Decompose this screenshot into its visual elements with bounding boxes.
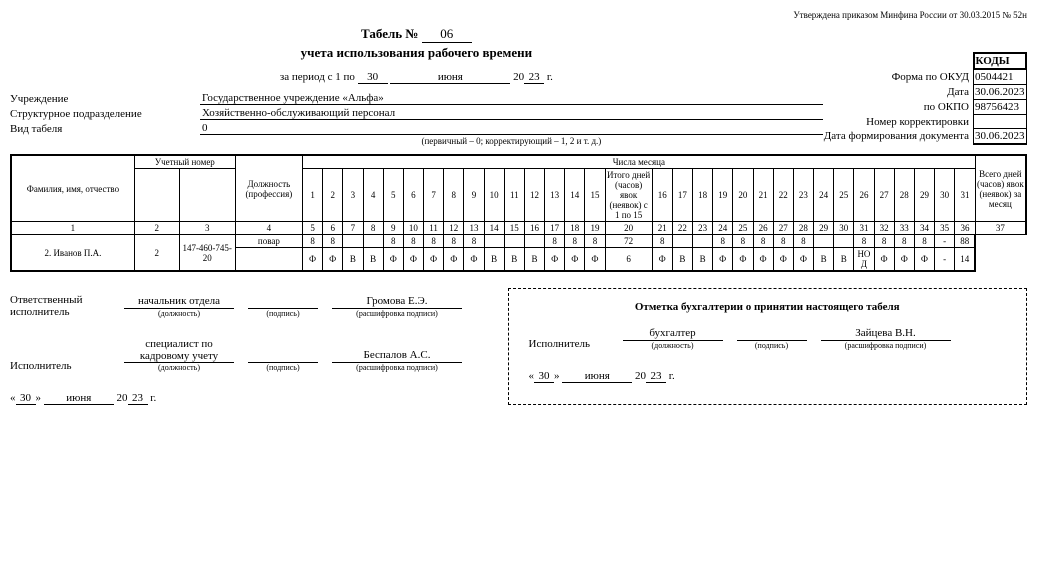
type-value: 0 — [200, 122, 823, 135]
title-label: Табель № — [361, 26, 418, 41]
accounting-mark-box: Отметка бухгалтерии о принятии настоящег… — [508, 288, 1028, 405]
okpo-code: 98756423 — [974, 100, 1027, 115]
codes-header: КОДЫ — [974, 53, 1027, 69]
dept-value: Хозяйственно-обслуживающий персонал — [200, 107, 823, 120]
approval-text: Утверждена приказом Минфина России от 30… — [10, 10, 1027, 20]
okud-code: 0504421 — [974, 69, 1027, 85]
title-number: 06 — [422, 26, 472, 43]
inst-value: Государственное учреждение «Альфа» — [200, 92, 823, 105]
employee-row-hours: 2. Иванов П.А.2147-460-745-20повар88 888… — [11, 235, 1026, 248]
subtitle: учета использования рабочего времени — [10, 45, 823, 61]
docdate-code: 30.06.2023 — [974, 129, 1027, 145]
title: Табель № 06 — [10, 26, 823, 43]
corr-code — [974, 115, 1027, 129]
resp-label: Ответственный исполнитель — [10, 294, 110, 318]
inst-label: Учреждение — [10, 93, 200, 105]
type-label: Вид табеля — [10, 123, 200, 135]
dept-label: Структурное подразделение — [10, 108, 200, 120]
exec-label: Исполнитель — [10, 360, 110, 372]
type-note: (первичный – 0; корректирующий – 1, 2 и … — [200, 136, 823, 146]
footer-date-right: «30» июня 2023 г. — [529, 370, 1007, 383]
footer-date-left: «30» июня 2023 г. — [10, 392, 488, 405]
period-line: за период с 1 по 30 июня 2023 г. — [10, 71, 823, 84]
column-numbers: 1234567891011121314151617181920212223242… — [11, 222, 1026, 235]
date-code: 30.06.2023 — [974, 85, 1027, 100]
accounting-title: Отметка бухгалтерии о принятии настоящег… — [529, 301, 1007, 313]
timesheet-table: Фамилия, имя, отчество Учетный номер Дол… — [10, 154, 1027, 272]
